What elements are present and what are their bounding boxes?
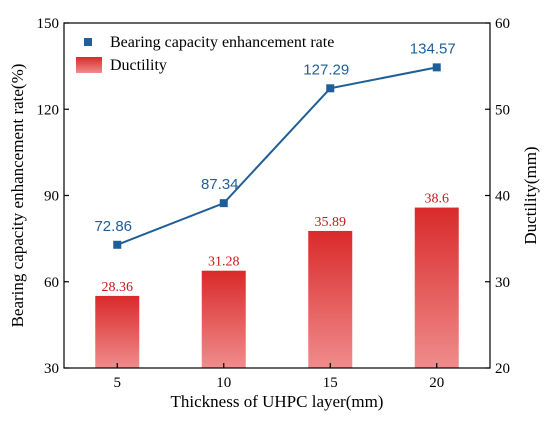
legend-bar-label: Ductility: [110, 57, 167, 74]
y-axis-right-title: Ductility(mm): [521, 146, 540, 244]
ductility-bar-label: 28.36: [102, 280, 134, 295]
x-tick-label: 15: [323, 375, 338, 391]
legend-bar-swatch: [76, 57, 102, 73]
bearing-capacity-marker: [432, 63, 441, 72]
legend-line-label: Bearing capacity enhancement rate: [110, 34, 334, 51]
line-layer: 72.86 87.34 127.29 134.57: [94, 40, 456, 249]
bearing-capacity-marker: [219, 199, 228, 208]
bars-layer: 28.36 31.28 35.89 38.6: [95, 192, 459, 368]
ductility-bar-label: 38.6: [425, 192, 450, 207]
legend: Bearing capacity enhancement rate Ductili…: [76, 34, 334, 74]
x-axis-title: Thickness of UHPC layer(mm): [171, 392, 384, 411]
axes-layer: 30 60 90 120 150 20 30 40 50 60 5 10 15 20: [37, 16, 511, 391]
bearing-capacity-line: [116, 66, 437, 246]
bearing-capacity-marker: [326, 84, 335, 93]
y-left-tick-label: 150: [37, 16, 60, 32]
y-axis-left-title: Bearing capacity enhancement rate(%): [8, 64, 27, 328]
y-right-tick-label: 50: [495, 102, 510, 118]
y-right-tick-label: 20: [495, 361, 510, 377]
ductility-bar: [414, 207, 459, 368]
ductility-bar: [201, 270, 246, 368]
y-left-tick-label: 60: [44, 275, 59, 291]
y-left-tick-label: 30: [44, 361, 59, 377]
bearing-capacity-label: 87.34: [201, 176, 239, 193]
bearing-capacity-marker: [113, 240, 122, 249]
ductility-bar: [95, 295, 140, 368]
x-tick-label: 10: [216, 375, 231, 391]
y-right-tick-label: 60: [495, 16, 510, 32]
x-tick-label: 20: [429, 375, 444, 391]
y-left-tick-label: 90: [44, 189, 59, 205]
x-tick-label: 5: [114, 375, 122, 391]
y-left-tick-label: 120: [37, 102, 60, 118]
bearing-capacity-label: 127.29: [303, 61, 349, 78]
y-right-tick-label: 40: [495, 189, 510, 205]
ductility-bar-label: 35.89: [315, 215, 347, 230]
ductility-bar: [308, 230, 353, 368]
y-right-tick-label: 30: [495, 275, 510, 291]
bearing-capacity-label: 72.86: [94, 218, 132, 235]
legend-line-marker: [84, 38, 92, 46]
bearing-capacity-label: 134.57: [410, 40, 456, 57]
ductility-bar-label: 31.28: [208, 255, 240, 270]
